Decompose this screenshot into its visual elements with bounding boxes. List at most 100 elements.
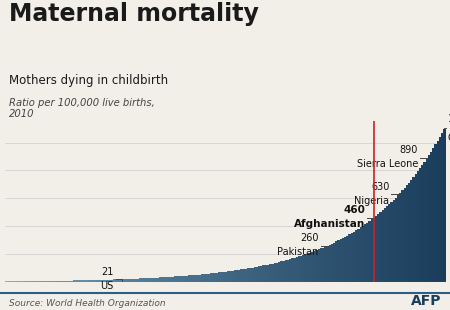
Bar [27,281,29,282]
Bar [296,257,298,282]
Bar [88,280,90,282]
Bar [192,275,194,282]
Bar [49,281,51,282]
Bar [278,262,280,282]
Bar [22,281,24,282]
Bar [20,281,22,282]
Bar [234,270,236,282]
Bar [392,200,395,282]
Bar [90,280,93,282]
Bar [353,232,355,282]
Bar [77,280,80,282]
Bar [276,263,278,282]
Bar [102,280,104,282]
Bar [168,277,170,282]
Bar [38,281,40,282]
Bar [368,221,370,282]
Bar [249,268,252,282]
Bar [280,261,282,282]
Bar [291,259,293,282]
Bar [124,279,126,282]
Text: Ratio per 100,000 live births,
2010: Ratio per 100,000 live births, 2010 [9,98,155,119]
Bar [254,267,256,282]
Bar [375,216,377,282]
Bar [243,269,245,282]
Bar [93,280,95,282]
Bar [373,218,375,282]
Text: 460: 460 [343,206,365,215]
Bar [166,277,168,282]
Bar [311,252,313,282]
Bar [203,274,205,282]
Bar [333,242,335,282]
Bar [426,158,428,282]
Text: Mothers dying in childbirth: Mothers dying in childbirth [9,74,168,87]
Bar [14,281,16,282]
Bar [287,260,289,282]
Bar [360,227,362,282]
Bar [404,188,406,282]
Bar [227,271,230,282]
Bar [346,236,348,282]
Bar [362,226,364,282]
Bar [441,133,443,282]
Bar [340,239,342,282]
Text: Source: World Health Organization: Source: World Health Organization [9,299,166,308]
Bar [328,245,331,282]
Text: 630: 630 [371,182,389,192]
Text: Pakistan: Pakistan [278,247,319,257]
Bar [205,274,207,282]
Bar [18,281,20,282]
Bar [318,249,320,282]
Bar [66,281,68,282]
Text: Sierra Leone: Sierra Leone [356,159,418,169]
Bar [183,276,185,282]
Bar [300,256,302,282]
Bar [157,277,159,282]
Bar [386,206,388,282]
Bar [399,193,401,282]
Bar [154,278,157,282]
Bar [306,254,309,282]
Bar [388,204,391,282]
Bar [172,277,174,282]
Bar [108,280,110,282]
Bar [128,279,130,282]
Bar [225,272,227,282]
Bar [15,281,18,282]
Bar [412,177,414,282]
Bar [256,267,258,282]
Bar [269,264,271,282]
Bar [176,276,179,282]
Bar [218,272,220,282]
Bar [214,273,216,282]
Text: AFP: AFP [410,294,441,308]
Bar [161,277,163,282]
Bar [417,171,419,282]
Bar [247,268,249,282]
Bar [179,276,181,282]
Bar [11,281,13,282]
Bar [117,279,119,282]
Bar [62,281,64,282]
Bar [265,265,267,282]
Bar [430,152,432,282]
Bar [240,269,243,282]
Bar [435,144,436,282]
Bar [384,208,386,282]
Bar [112,280,115,282]
Bar [4,281,7,282]
Bar [262,265,265,282]
Bar [119,279,122,282]
Bar [135,279,137,282]
Bar [80,280,82,282]
Bar [344,237,346,282]
Bar [9,281,11,282]
Bar [267,264,269,282]
Bar [357,229,360,282]
Bar [232,271,234,282]
Text: 260: 260 [300,233,319,243]
Bar [342,238,344,282]
Bar [152,278,154,282]
Bar [194,275,196,282]
